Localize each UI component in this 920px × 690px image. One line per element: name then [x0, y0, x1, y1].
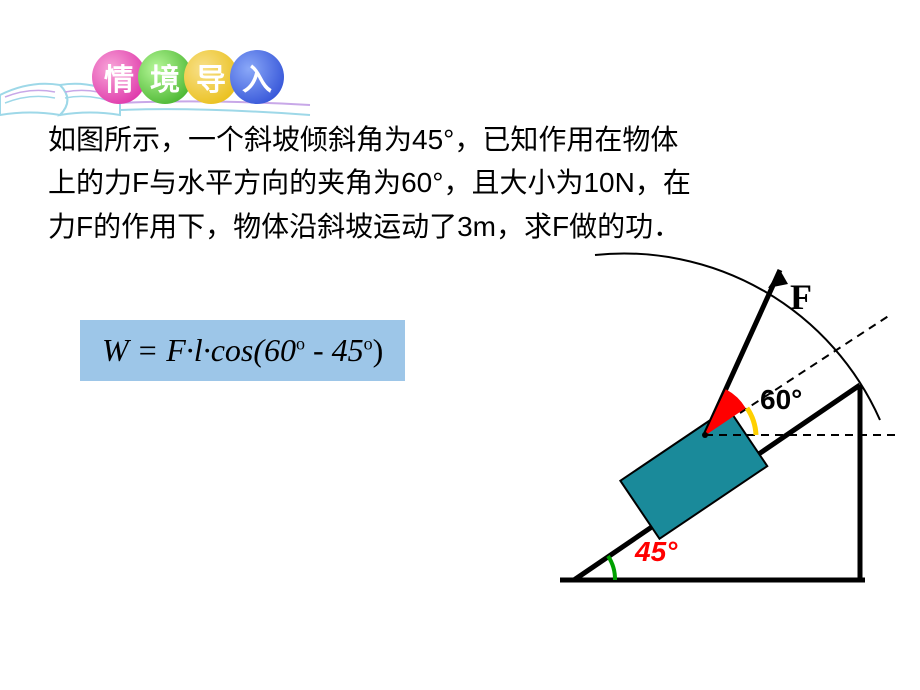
- green-angle-arc: [608, 556, 615, 580]
- formula-deg2: o: [364, 333, 373, 353]
- problem-line-1: 如图所示，一个斜坡倾斜角为45°，已知作用在物体: [48, 118, 880, 161]
- force-label: F: [790, 276, 812, 318]
- vertex-dot: [702, 432, 708, 438]
- angle-60-label: 60°: [760, 384, 802, 416]
- physics-diagram: F 60° 45°: [500, 240, 900, 640]
- formula-deg1: o: [296, 333, 305, 353]
- formula-suffix: ): [373, 332, 384, 368]
- header-decoration: 情 境 导 入: [0, 20, 320, 100]
- header-circles: 情 境 导 入: [100, 50, 284, 104]
- large-arc: [595, 253, 880, 420]
- circle-4: 入: [230, 50, 284, 104]
- block-on-slope: [620, 408, 767, 539]
- formula-mid: - 45: [305, 332, 364, 368]
- angle-45-label: 45°: [635, 536, 677, 568]
- formula-box: W = F·l·cos(60o - 45o): [80, 320, 405, 381]
- yellow-angle-arc: [747, 408, 756, 435]
- diagram-svg: [500, 240, 900, 640]
- problem-line-2: 上的力F与水平方向的夹角为60°，且大小为10N，在: [48, 161, 880, 204]
- problem-text: 如图所示，一个斜坡倾斜角为45°，已知作用在物体 上的力F与水平方向的夹角为60…: [48, 118, 880, 248]
- formula-prefix: W = F·l·cos(60: [102, 332, 296, 368]
